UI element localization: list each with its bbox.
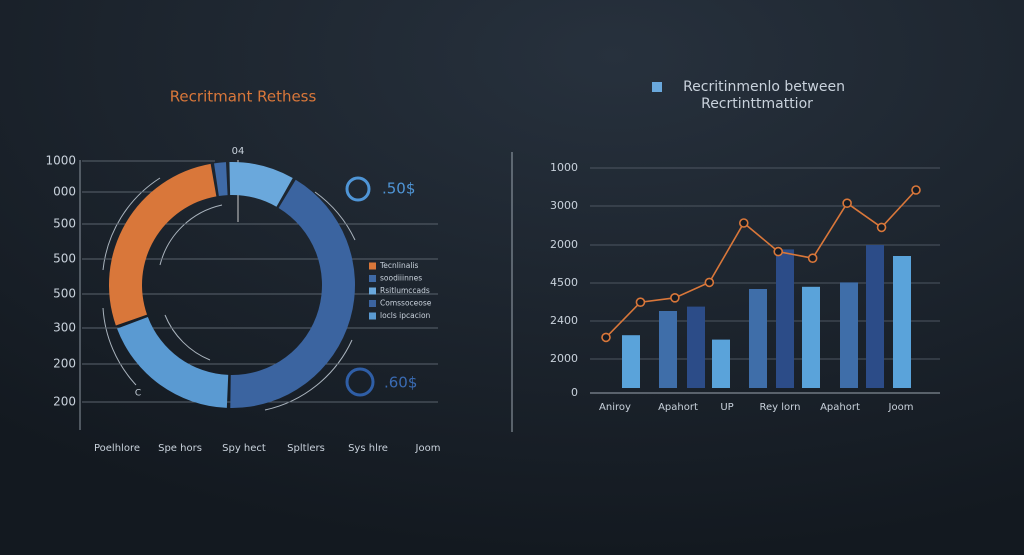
bar	[712, 339, 730, 388]
x-label: Spe hors	[158, 443, 202, 454]
row-label: 500	[53, 252, 76, 266]
legend-label: soodiiinnes	[380, 274, 422, 283]
legend-label: Rsitlumccads	[380, 286, 430, 295]
legend-label: Comssoceose	[380, 299, 432, 308]
bar	[687, 306, 705, 388]
line-point	[911, 185, 921, 195]
legend-label: Tecnlinalis	[379, 261, 418, 270]
x-label: Aniroy	[599, 402, 631, 413]
x-label: Joom	[888, 402, 914, 413]
x-label: Joom	[415, 443, 441, 454]
line	[605, 189, 917, 338]
right-title: Recritinmenlo between	[683, 79, 845, 95]
annotation: 04	[232, 146, 245, 157]
bar	[866, 245, 884, 388]
legend-swatch	[369, 287, 376, 295]
row-label: 500	[53, 287, 76, 301]
bar	[749, 289, 767, 388]
y-label: 2000	[550, 352, 578, 365]
x-label: Sys hlre	[348, 443, 388, 454]
title-icon	[652, 82, 662, 92]
row-label: 300	[53, 321, 76, 335]
row-label: 1000	[45, 154, 76, 168]
y-label: 3000	[550, 199, 578, 212]
bar	[802, 286, 820, 388]
donut-segment	[230, 179, 355, 408]
bar	[776, 249, 794, 388]
decor-inner-arcs	[159, 204, 223, 361]
bar	[840, 282, 858, 388]
callout-icon	[345, 367, 375, 397]
line-point	[773, 246, 784, 257]
annotation: .50$	[382, 180, 415, 198]
x-label: Spy hect	[222, 443, 266, 454]
line-point	[635, 297, 646, 308]
x-label: Apahort	[658, 402, 698, 413]
bar	[893, 256, 911, 388]
line-point	[601, 332, 611, 343]
line-point	[807, 253, 818, 264]
annotation: .60$	[384, 374, 417, 392]
donut-segment	[117, 316, 229, 408]
x-label: Rey lorn	[760, 402, 801, 413]
row-label: 200	[53, 357, 76, 371]
y-label: 2400	[550, 314, 578, 327]
line-point	[704, 277, 715, 288]
donut-segment	[214, 162, 228, 196]
legend-swatch	[369, 275, 376, 282]
legend-label: locls ipcacion	[380, 311, 431, 320]
donut-segment	[229, 161, 293, 207]
line-point	[842, 198, 852, 208]
annotation: C	[135, 389, 141, 399]
y-label: 0	[571, 386, 578, 399]
line-point	[670, 292, 680, 303]
x-label: Apahort	[820, 402, 860, 413]
bar	[659, 311, 677, 388]
y-label: 2000	[550, 238, 578, 251]
decor-arcs	[102, 177, 356, 411]
bar	[622, 335, 640, 388]
y-label: 1000	[550, 161, 578, 174]
legend-swatch	[369, 312, 376, 320]
legend-swatch	[369, 262, 376, 270]
y-label: 4500	[550, 276, 578, 289]
right-subtitle: Recrtinttmattior	[701, 96, 813, 112]
donut-segment	[109, 163, 217, 326]
legend-swatch	[369, 300, 376, 307]
line-point	[876, 222, 887, 233]
x-label: Spltlers	[287, 443, 325, 454]
row-label: 000	[53, 185, 76, 199]
row-label: 500	[53, 217, 76, 231]
callout-icon	[345, 176, 371, 202]
left-title: Recritmant Rethess	[170, 88, 317, 106]
x-label: UP	[720, 402, 733, 413]
line-point	[738, 218, 749, 228]
x-label: Poelhlore	[94, 443, 140, 454]
row-label: 200	[53, 395, 76, 409]
